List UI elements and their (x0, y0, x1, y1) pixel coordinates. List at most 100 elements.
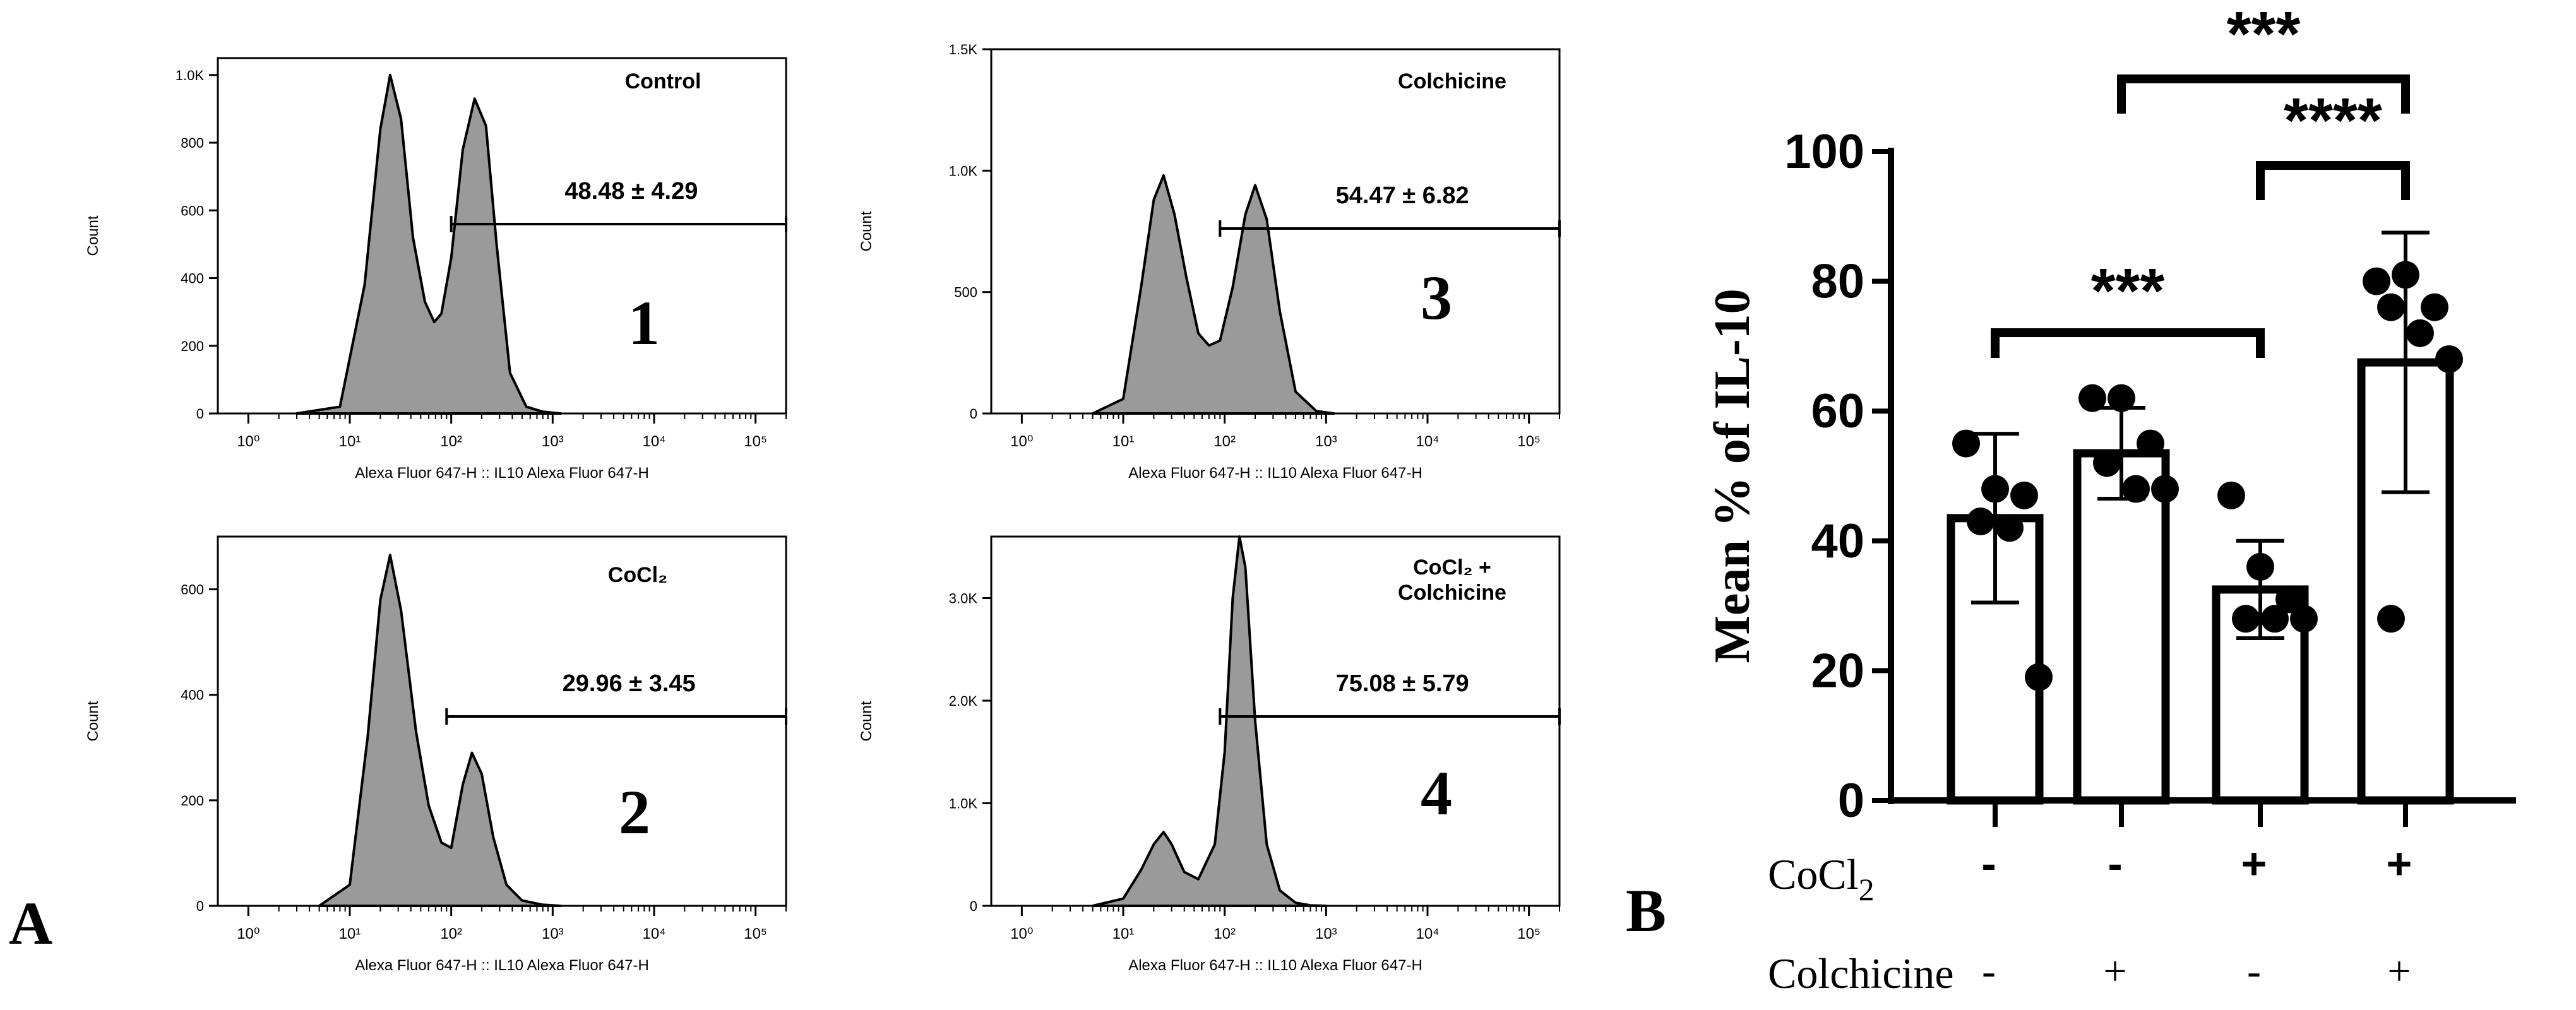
x-tick-label: 10⁴ (642, 433, 665, 450)
data-point (2435, 345, 2463, 373)
y-axis-label: Mean % of IL-10 (1705, 288, 1760, 663)
x-tick-label: 10⁰ (237, 433, 259, 450)
data-point (2421, 293, 2448, 321)
y-tick-label: 1.0K (176, 68, 205, 83)
histogram-title-line: Colchicine (1398, 581, 1506, 605)
histogram-title: CoCl₂ (608, 563, 667, 587)
x-tick-label: 10¹ (1112, 433, 1135, 450)
significance-stars: *** (2091, 256, 2165, 326)
bracket-line (1991, 328, 2265, 358)
data-point (2137, 429, 2164, 458)
error-bar (2097, 406, 2145, 501)
error-bar (1971, 432, 2019, 605)
significance-bracket: *** (1991, 256, 2265, 358)
row-label-cocl2: CoCl2 (1768, 850, 1875, 907)
x-tick-label: 10⁵ (744, 433, 767, 450)
histogram-curve (318, 554, 562, 907)
y-axis-label: Count (858, 701, 875, 741)
histogram-curve (1091, 174, 1335, 415)
x-tick-label: 10⁵ (1517, 925, 1541, 942)
x-tick-label: 10⁴ (642, 925, 665, 942)
colchicine-row: Colchicine - + - + (1768, 948, 2411, 997)
data-point (2122, 475, 2150, 503)
y-tick-label: 1.5K (949, 42, 978, 57)
data-point (2377, 293, 2405, 321)
x-tick-label: 10³ (542, 925, 564, 942)
y-axis-label: Count (85, 701, 102, 741)
significance-bracket: **** (2256, 85, 2410, 200)
panel-b-label: B (1626, 877, 1666, 944)
y-tick-label: 800 (181, 135, 204, 151)
data-point (2151, 475, 2179, 503)
x-axis-label: Alexa Fluor 647-H :: IL10 Alexa Fluor 64… (355, 957, 649, 974)
y-tick-label: 0 (196, 406, 204, 422)
y-tick-label: 20 (1811, 644, 1864, 698)
panel-number: 2 (619, 777, 650, 847)
data-point (2093, 449, 2121, 477)
y-tick-label: 0 (1838, 774, 1864, 828)
y-tick-label: 0 (970, 898, 977, 914)
x-axis-label: Alexa Fluor 647-H :: IL10 Alexa Fluor 64… (355, 465, 649, 482)
cocl2-row: CoCl2 - - + + (1768, 839, 2412, 907)
y-tick-label: 0 (196, 898, 204, 914)
bracket-line (2117, 74, 2410, 114)
y-tick-label: 1.0K (949, 796, 978, 812)
histogram-title-line: CoCl₂ + (1413, 556, 1491, 579)
sign-cocl2: + (2241, 839, 2267, 888)
y-tick-label: 600 (181, 203, 204, 218)
data-point (2363, 267, 2390, 295)
significance-stars: *** (2227, 0, 2301, 69)
histogram-4: 0 1.0K 2.0K 3.0K 10⁰ 10¹ 10² 10³ 10⁴ 10⁵ Alexa Flu… (858, 535, 1561, 974)
error-bar (2382, 230, 2430, 494)
x-tick-label: 10⁰ (1010, 925, 1033, 942)
significance-stars: **** (2284, 85, 2382, 156)
gate-percentage: 54.47 ± 6.82 (1336, 182, 1469, 209)
sign-colchicine: + (2103, 948, 2126, 994)
x-tick-label: 10² (1213, 433, 1236, 450)
histogram-3: 0 500 1.0K 1.5K 10⁰ 10¹ 10² 10³ 10⁴ 10⁵ Alexa Fluo… (858, 42, 1561, 482)
data-point (2377, 605, 2405, 633)
data-point (2108, 384, 2135, 412)
gate-percentage: 29.96 ± 3.45 (563, 670, 696, 697)
histogram-curve (1091, 535, 1328, 907)
y-tick-label: 200 (181, 793, 204, 809)
y-tick-label: 2.0K (949, 693, 978, 709)
x-tick-label: 10¹ (1112, 925, 1135, 942)
gate-percentage: 48.48 ± 4.29 (564, 178, 698, 205)
significance-bracket: *** (2117, 0, 2410, 114)
y-tick-label: 100 (1784, 125, 1864, 179)
x-tick-label: 10¹ (339, 433, 361, 450)
gate-percentage: 75.08 ± 5.79 (1336, 670, 1469, 697)
data-point (2261, 605, 2289, 633)
row-label-colchicine: Colchicine (1768, 949, 1954, 997)
data-point (1996, 514, 2024, 542)
sign-colchicine: - (2247, 948, 2261, 994)
data-point (2406, 319, 2434, 347)
data-point (2010, 481, 2038, 509)
y-tick-label: 80 (1811, 255, 1864, 309)
x-tick-label: 10⁰ (237, 925, 259, 942)
x-tick-label: 10⁴ (1416, 925, 1439, 942)
panel-number: 4 (1421, 758, 1452, 828)
y-tick-label: 40 (1811, 514, 1864, 568)
x-tick-label: 10⁰ (1010, 433, 1033, 450)
bracket-line (2256, 161, 2410, 200)
y-tick-label: 400 (181, 687, 204, 703)
y-axis-label: Count (85, 215, 102, 256)
x-axis-label: Alexa Fluor 647-H :: IL10 Alexa Fluor 64… (1128, 465, 1422, 482)
x-tick-label: 10⁵ (1517, 433, 1541, 450)
y-tick-label: 500 (954, 285, 977, 300)
sign-cocl2: - (2108, 839, 2122, 888)
data-point (2290, 605, 2318, 633)
data-point (2275, 585, 2303, 614)
y-axis-label: Count (858, 211, 875, 251)
error-bar (2236, 538, 2284, 640)
data-point (2025, 663, 2053, 691)
x-tick-label: 10³ (1315, 925, 1337, 942)
x-tick-label: 10² (440, 925, 462, 942)
x-tick-label: 10⁵ (744, 925, 767, 942)
x-tick-label: 10² (1213, 925, 1236, 942)
histogram-2: 0 200 400 600 10⁰ 10¹ 10² 10³ 10⁴ 10⁵ Alexa Fluor … (85, 535, 787, 974)
histogram-1: 0 200 400 600 800 1.0K 10⁰ 10¹ 10² 10³ 10⁴ 10⁵ Alexa… (85, 57, 787, 482)
